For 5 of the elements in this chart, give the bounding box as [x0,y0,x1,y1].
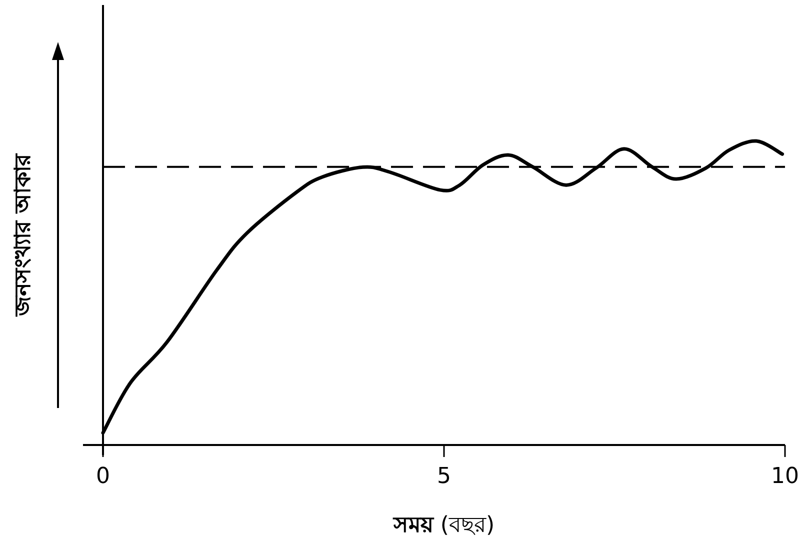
x-tick-label: 5 [437,464,451,489]
y-axis-title: জনসংখ্যার আকার [11,153,36,317]
x-axis-title: সময় (বছর) [392,513,495,538]
x-tick-label: 0 [96,464,110,489]
x-tick-label: 10 [771,464,799,489]
